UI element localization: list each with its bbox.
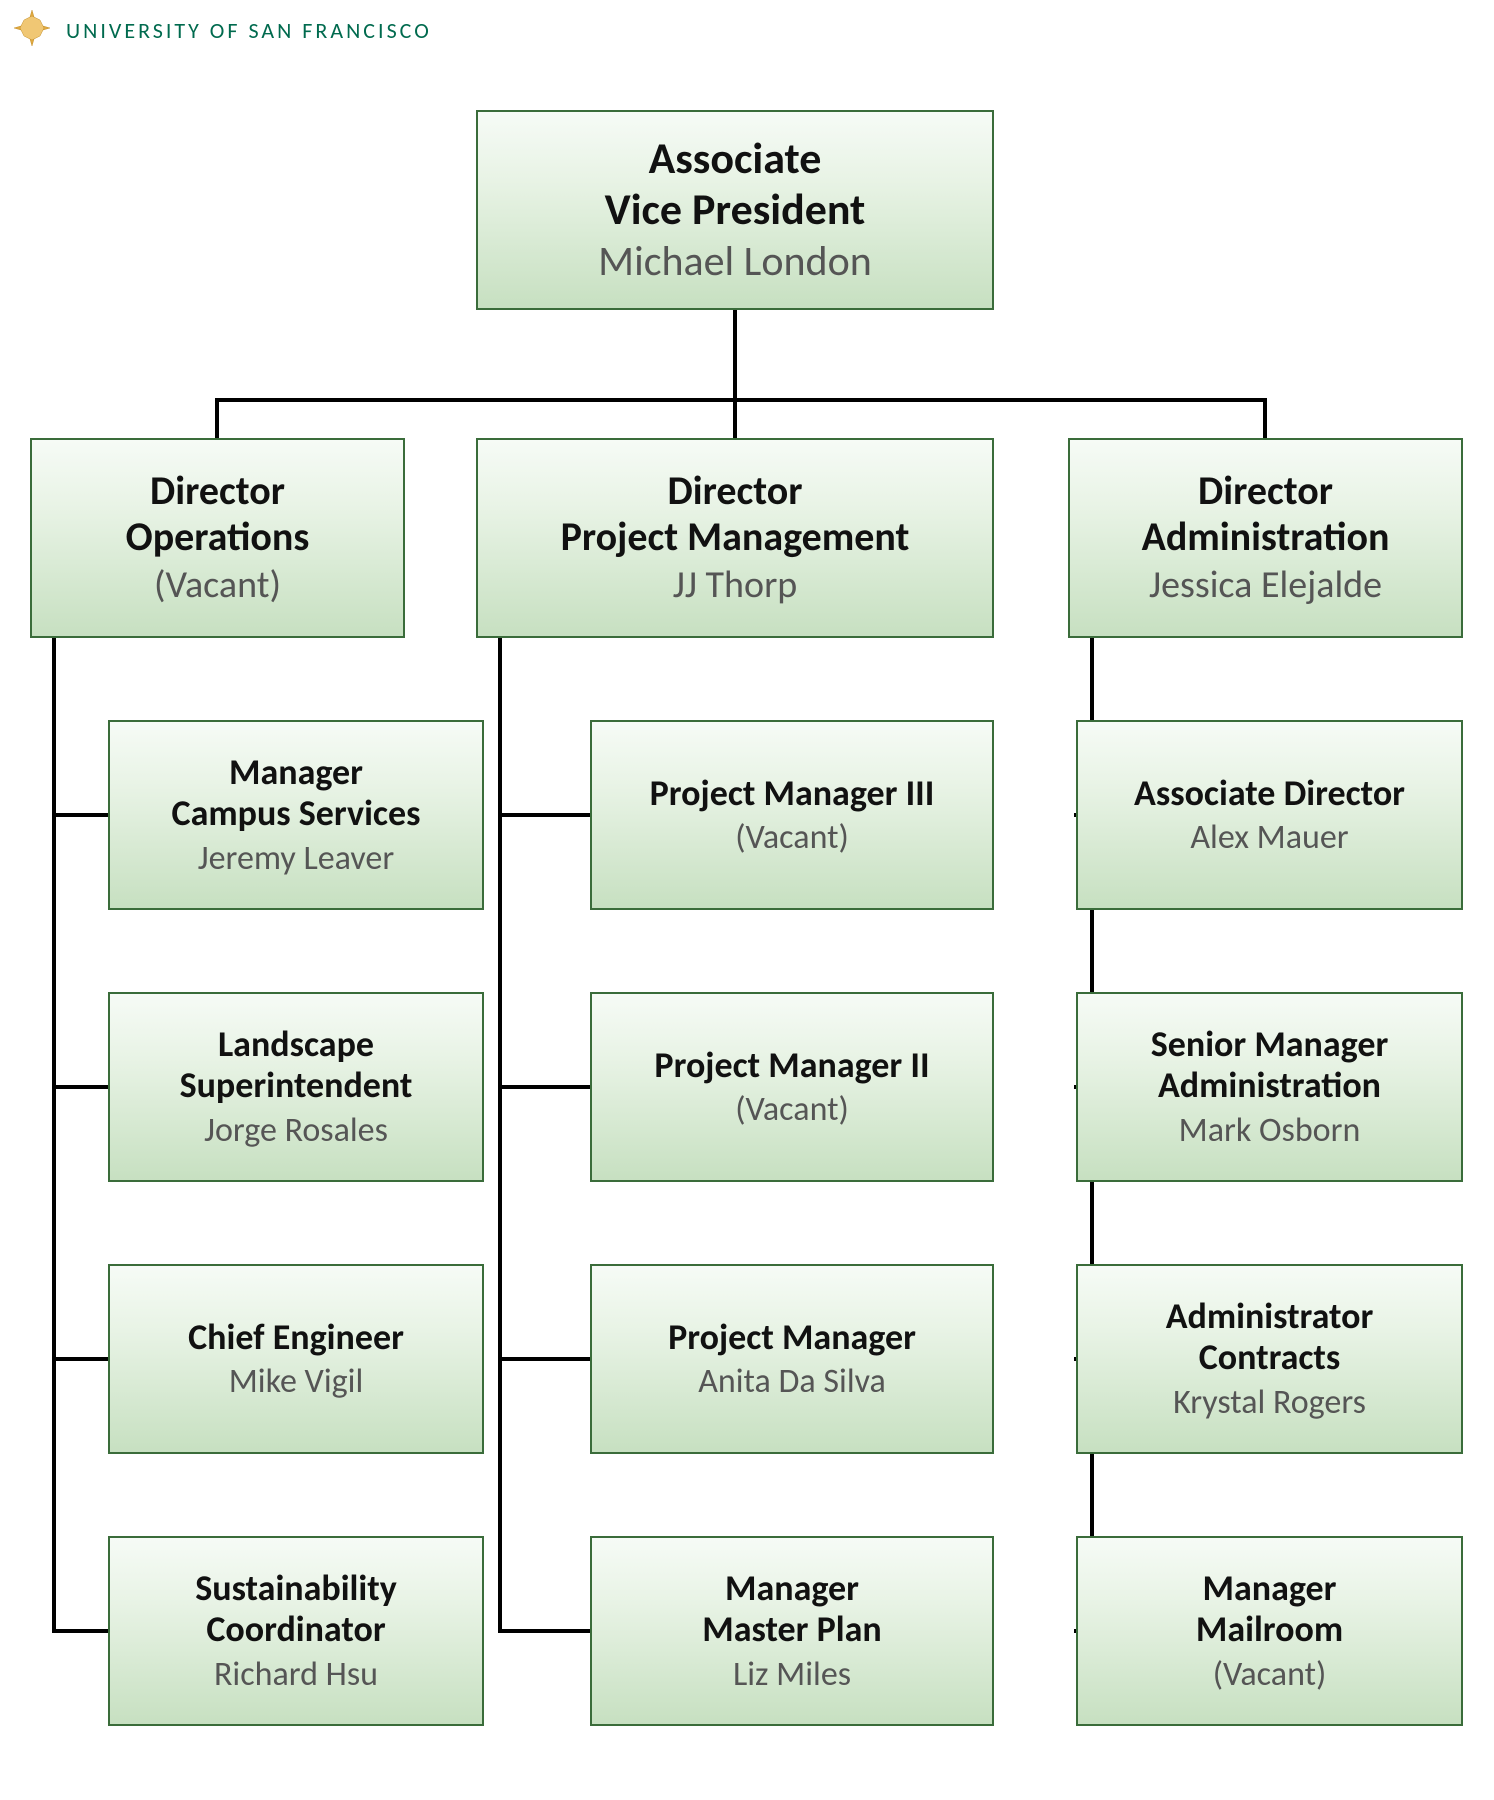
node-title: DirectorProject Management — [561, 468, 910, 560]
node-person: Mark Osborn — [1179, 1111, 1361, 1150]
node-admin-child-0: Associate Director Alex Mauer — [1076, 720, 1463, 910]
node-title: DirectorOperations — [126, 468, 310, 560]
node-person: (Vacant) — [735, 1090, 849, 1129]
node-ops-child-1: LandscapeSuperintendent Jorge Rosales — [108, 992, 484, 1182]
node-title: SustainabilityCoordinator — [195, 1568, 397, 1651]
node-person: Anita Da Silva — [698, 1362, 886, 1401]
node-person: Jorge Rosales — [204, 1111, 388, 1150]
node-title: Project Manager III — [650, 773, 935, 814]
node-ops-child-0: ManagerCampus Services Jeremy Leaver — [108, 720, 484, 910]
usf-logo-icon — [12, 8, 52, 53]
node-admin-child-1: Senior ManagerAdministration Mark Osborn — [1076, 992, 1463, 1182]
node-title: AdministratorContracts — [1166, 1296, 1374, 1379]
node-person: Richard Hsu — [214, 1655, 378, 1694]
node-person: Krystal Rogers — [1173, 1383, 1366, 1422]
node-admin-child-2: AdministratorContracts Krystal Rogers — [1076, 1264, 1463, 1454]
node-director-pm: DirectorProject ManagementJJ Thorp — [476, 438, 994, 638]
node-pm-child-3: ManagerMaster Plan Liz Miles — [590, 1536, 994, 1726]
node-title: Project Manager — [668, 1317, 916, 1358]
node-director-admin: DirectorAdministrationJessica Elejalde — [1068, 438, 1463, 638]
node-title: ManagerCampus Services — [172, 752, 421, 835]
node-person: Liz Miles — [733, 1655, 851, 1694]
node-person: (Vacant) — [1213, 1655, 1327, 1694]
node-person: Michael London — [598, 238, 872, 286]
node-title: AssociateVice President — [605, 133, 866, 234]
node-person: Mike Vigil — [229, 1362, 364, 1401]
node-title: Associate Director — [1134, 773, 1405, 814]
node-pm-child-0: Project Manager III (Vacant) — [590, 720, 994, 910]
node-title: Chief Engineer — [188, 1317, 404, 1358]
node-person: Alex Mauer — [1190, 818, 1348, 857]
node-person: JJ Thorp — [673, 564, 798, 608]
node-person: Jeremy Leaver — [198, 839, 394, 878]
node-ops-child-2: Chief Engineer Mike Vigil — [108, 1264, 484, 1454]
org-name: UNIVERSITY OF SAN FRANCISCO — [66, 17, 432, 44]
node-title: Project Manager II — [654, 1045, 929, 1086]
node-pm-child-1: Project Manager II (Vacant) — [590, 992, 994, 1182]
node-person: Jessica Elejalde — [1149, 564, 1382, 608]
node-title: Senior ManagerAdministration — [1151, 1024, 1389, 1107]
node-person: (Vacant) — [735, 818, 849, 857]
node-ops-child-3: SustainabilityCoordinator Richard Hsu — [108, 1536, 484, 1726]
node-title: DirectorAdministration — [1142, 468, 1390, 560]
node-title: ManagerMaster Plan — [702, 1568, 881, 1651]
node-admin-child-3: ManagerMailroom (Vacant) — [1076, 1536, 1463, 1726]
node-title: ManagerMailroom — [1196, 1568, 1343, 1651]
node-pm-child-2: Project Manager Anita Da Silva — [590, 1264, 994, 1454]
node-person: (Vacant) — [154, 564, 281, 608]
node-associate-vp: AssociateVice PresidentMichael London — [476, 110, 994, 310]
page: UNIVERSITY OF SAN FRANCISCO AssociateVic… — [0, 0, 1494, 1800]
node-title: LandscapeSuperintendent — [180, 1024, 413, 1107]
node-director-ops: DirectorOperations(Vacant) — [30, 438, 405, 638]
header: UNIVERSITY OF SAN FRANCISCO — [12, 8, 432, 53]
